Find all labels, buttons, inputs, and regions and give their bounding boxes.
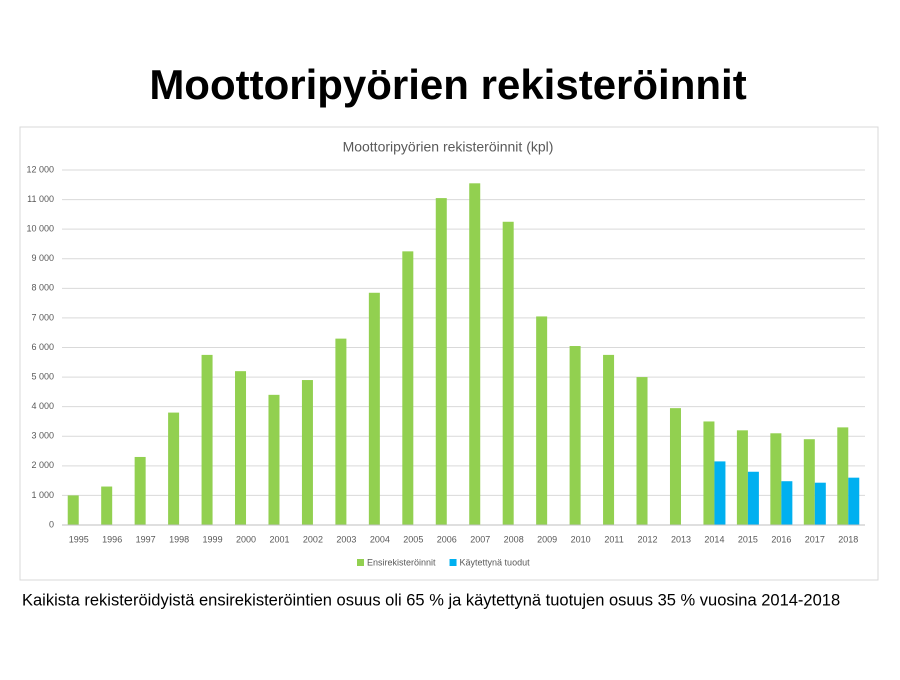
bar [770,433,782,525]
x-tick-label: 2000 [236,534,256,544]
y-tick-label: 12 000 [26,164,54,174]
x-tick-label: 2005 [403,534,423,544]
legend-label: Ensirekisteröinnit [367,557,436,567]
x-tick-label: 2001 [269,534,289,544]
bar [848,477,860,525]
legend-swatch [449,559,457,566]
x-tick-label: 1995 [69,534,89,544]
x-tick-label: 2016 [771,534,791,544]
bar [368,292,380,525]
legend-swatch [357,559,364,566]
y-tick-label: 5 000 [31,371,54,381]
x-tick-label: 2008 [504,534,524,544]
x-tick-label: 2002 [303,534,323,544]
y-tick-label: 3 000 [31,431,54,441]
y-tick-label: 10 000 [26,224,54,234]
x-tick-label: 2007 [470,534,490,544]
y-tick-label: 2 000 [31,460,54,470]
bar [837,427,849,525]
bar [235,371,247,525]
bar [603,354,615,525]
bar [502,221,514,526]
y-tick-label: 11 000 [27,194,54,204]
x-tick-label: 2018 [838,534,858,544]
x-tick-label: 2011 [604,534,623,544]
bar [67,495,79,525]
x-tick-label: 1998 [169,534,189,544]
bar [469,183,481,525]
bar [168,412,180,525]
x-tick-label: 2009 [537,534,557,544]
x-tick-label: 1999 [203,534,223,544]
y-tick-label: 8 000 [31,283,54,293]
bar [402,251,414,525]
bar [747,471,759,525]
x-tick-label: 2004 [370,534,390,544]
x-tick-label: 2017 [805,534,825,544]
bar [703,421,715,525]
y-tick-label: 9 000 [31,253,54,263]
bar [636,377,648,525]
legend-label: Käytettynä tuodut [460,557,531,567]
bar [101,486,113,525]
bar [669,408,681,525]
bar [301,380,313,525]
x-tick-label: 1997 [136,534,156,544]
x-tick-label: 2006 [437,534,457,544]
bar [201,354,213,525]
bar [714,461,726,525]
y-tick-label: 6 000 [31,342,54,352]
x-tick-label: 2003 [336,534,356,544]
bar [814,482,826,525]
bar [536,316,548,525]
y-tick-label: 1 000 [31,490,54,500]
x-tick-label: 2010 [571,534,591,544]
bar [569,346,581,525]
chart-frame [19,126,879,581]
y-tick-label: 7 000 [31,312,54,322]
x-tick-label: 1996 [102,534,122,544]
slide-title: Moottoripyörien rekisteröinnit [149,61,746,108]
y-tick-label: 0 [49,519,54,529]
bar [335,338,347,525]
x-tick-label: 2012 [638,534,658,544]
bar [736,430,748,525]
bar [435,198,447,525]
y-tick-label: 4 000 [31,401,54,411]
x-tick-label: 2015 [738,534,758,544]
caption: Kaikista rekisteröidyistä ensirekisteröi… [22,591,840,609]
x-tick-label: 2014 [704,534,724,544]
bar [803,439,815,525]
bar [781,481,793,525]
x-tick-label: 2013 [671,534,691,544]
bar [134,456,146,525]
bar [268,394,280,525]
chart-title: Moottoripyörien rekisteröinnit (kpl) [343,139,554,155]
